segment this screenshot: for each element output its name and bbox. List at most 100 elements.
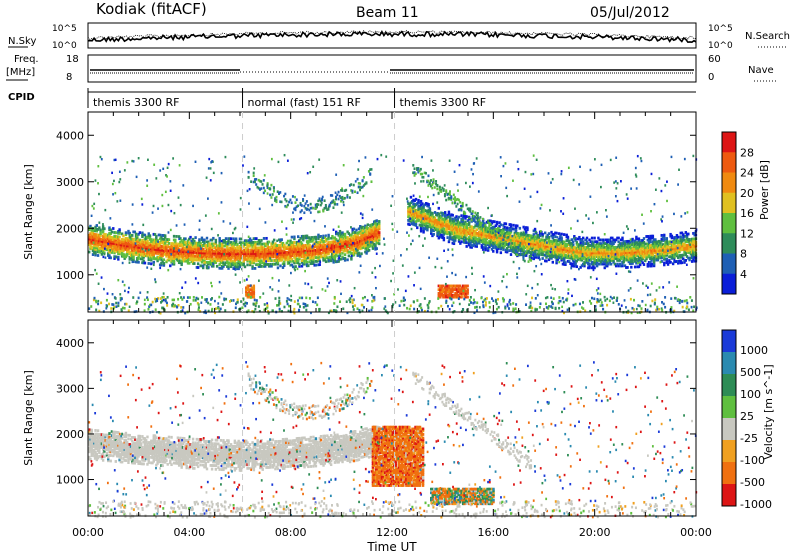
data-cell — [214, 251, 218, 255]
data-cell — [630, 265, 633, 269]
data-cell — [131, 254, 134, 258]
data-cell — [506, 194, 509, 198]
data-cell — [437, 206, 440, 210]
data-cell — [151, 211, 154, 214]
data-cell — [203, 240, 206, 244]
data-cell — [152, 247, 155, 251]
data-cell — [104, 233, 107, 236]
data-cell — [190, 241, 193, 245]
data-cell — [191, 249, 195, 252]
data-cell — [190, 258, 193, 262]
data-cell — [172, 257, 176, 260]
data-cell — [158, 246, 162, 250]
noise-panel-frame — [87, 22, 697, 49]
data-cell — [145, 237, 148, 241]
data-cell — [177, 261, 181, 265]
data-cell — [157, 233, 161, 237]
data-cell — [103, 244, 106, 247]
data-cell — [95, 244, 98, 248]
freq-label-1: Freq. — [14, 54, 39, 65]
data-cell — [96, 228, 100, 231]
data-cell — [384, 305, 387, 308]
data-cell — [103, 240, 106, 244]
data-cell — [158, 256, 162, 259]
data-cell — [94, 229, 97, 233]
data-cell — [113, 236, 116, 240]
data-cell — [169, 255, 172, 258]
data-cell — [157, 242, 161, 246]
data-cell — [93, 234, 96, 238]
data-cell — [213, 257, 216, 261]
data-cell — [181, 254, 185, 257]
data-cell — [100, 241, 104, 245]
data-cell — [551, 260, 554, 264]
data-cell — [164, 245, 167, 249]
data-cell — [176, 248, 180, 251]
data-cell — [200, 249, 204, 253]
data-cell — [170, 247, 173, 251]
data-cell — [215, 264, 219, 268]
data-cell — [190, 247, 193, 250]
data-cell — [95, 238, 98, 242]
data-cell — [91, 238, 95, 242]
data-cell — [101, 251, 105, 255]
power-marks — [88, 153, 698, 315]
data-cell — [196, 245, 200, 249]
data-cell — [639, 263, 642, 267]
cpid-segment-label: themis 3300 RF — [400, 96, 487, 109]
data-cell — [196, 256, 200, 260]
data-cell — [93, 229, 96, 233]
data-cell — [155, 242, 158, 246]
data-cell — [198, 256, 201, 260]
data-cell — [183, 252, 186, 256]
data-cell — [164, 249, 167, 253]
beam-title: Beam 11 — [356, 5, 419, 21]
data-cell — [207, 249, 210, 253]
data-cell — [593, 236, 596, 240]
data-cell — [232, 231, 234, 235]
data-cell — [560, 232, 563, 236]
data-cell — [212, 249, 215, 253]
data-cell — [141, 235, 144, 239]
data-cell — [152, 251, 155, 255]
data-cell — [212, 244, 215, 248]
data-cell — [212, 259, 215, 263]
data-cell — [109, 245, 112, 249]
data-cell — [157, 248, 161, 252]
data-cell — [203, 244, 206, 247]
data-cell — [100, 249, 104, 253]
data-cell — [158, 250, 162, 254]
data-cell — [98, 246, 101, 250]
data-cell — [142, 252, 145, 255]
data-cell — [210, 261, 214, 264]
data-cell — [124, 231, 128, 235]
data-cell — [177, 235, 181, 238]
data-cell — [209, 238, 212, 242]
data-cell — [196, 254, 200, 258]
data-cell — [152, 260, 155, 264]
data-cell — [193, 239, 196, 243]
data-cell — [158, 254, 162, 257]
data-cell — [120, 249, 124, 253]
data-cell — [665, 257, 668, 261]
data-cell — [160, 237, 163, 241]
data-cell — [94, 246, 97, 249]
data-cell — [134, 247, 138, 251]
data-cell — [88, 228, 91, 232]
data-cell — [142, 246, 145, 250]
data-cell — [208, 249, 211, 253]
data-cell — [343, 256, 347, 260]
data-cell — [189, 235, 192, 239]
data-cell — [110, 230, 114, 234]
data-cell — [99, 228, 102, 232]
data-cell — [151, 247, 154, 251]
data-cell — [407, 202, 410, 205]
cpid-panel: CPID themis 3300 RF normal (fast) 151 RF t… — [8, 88, 696, 109]
data-cell — [465, 245, 468, 248]
data-cell — [109, 228, 112, 232]
data-cell — [133, 245, 136, 249]
data-cell — [93, 245, 96, 249]
data-cell — [339, 280, 342, 283]
data-cell — [172, 238, 176, 242]
data-cell — [132, 252, 135, 256]
